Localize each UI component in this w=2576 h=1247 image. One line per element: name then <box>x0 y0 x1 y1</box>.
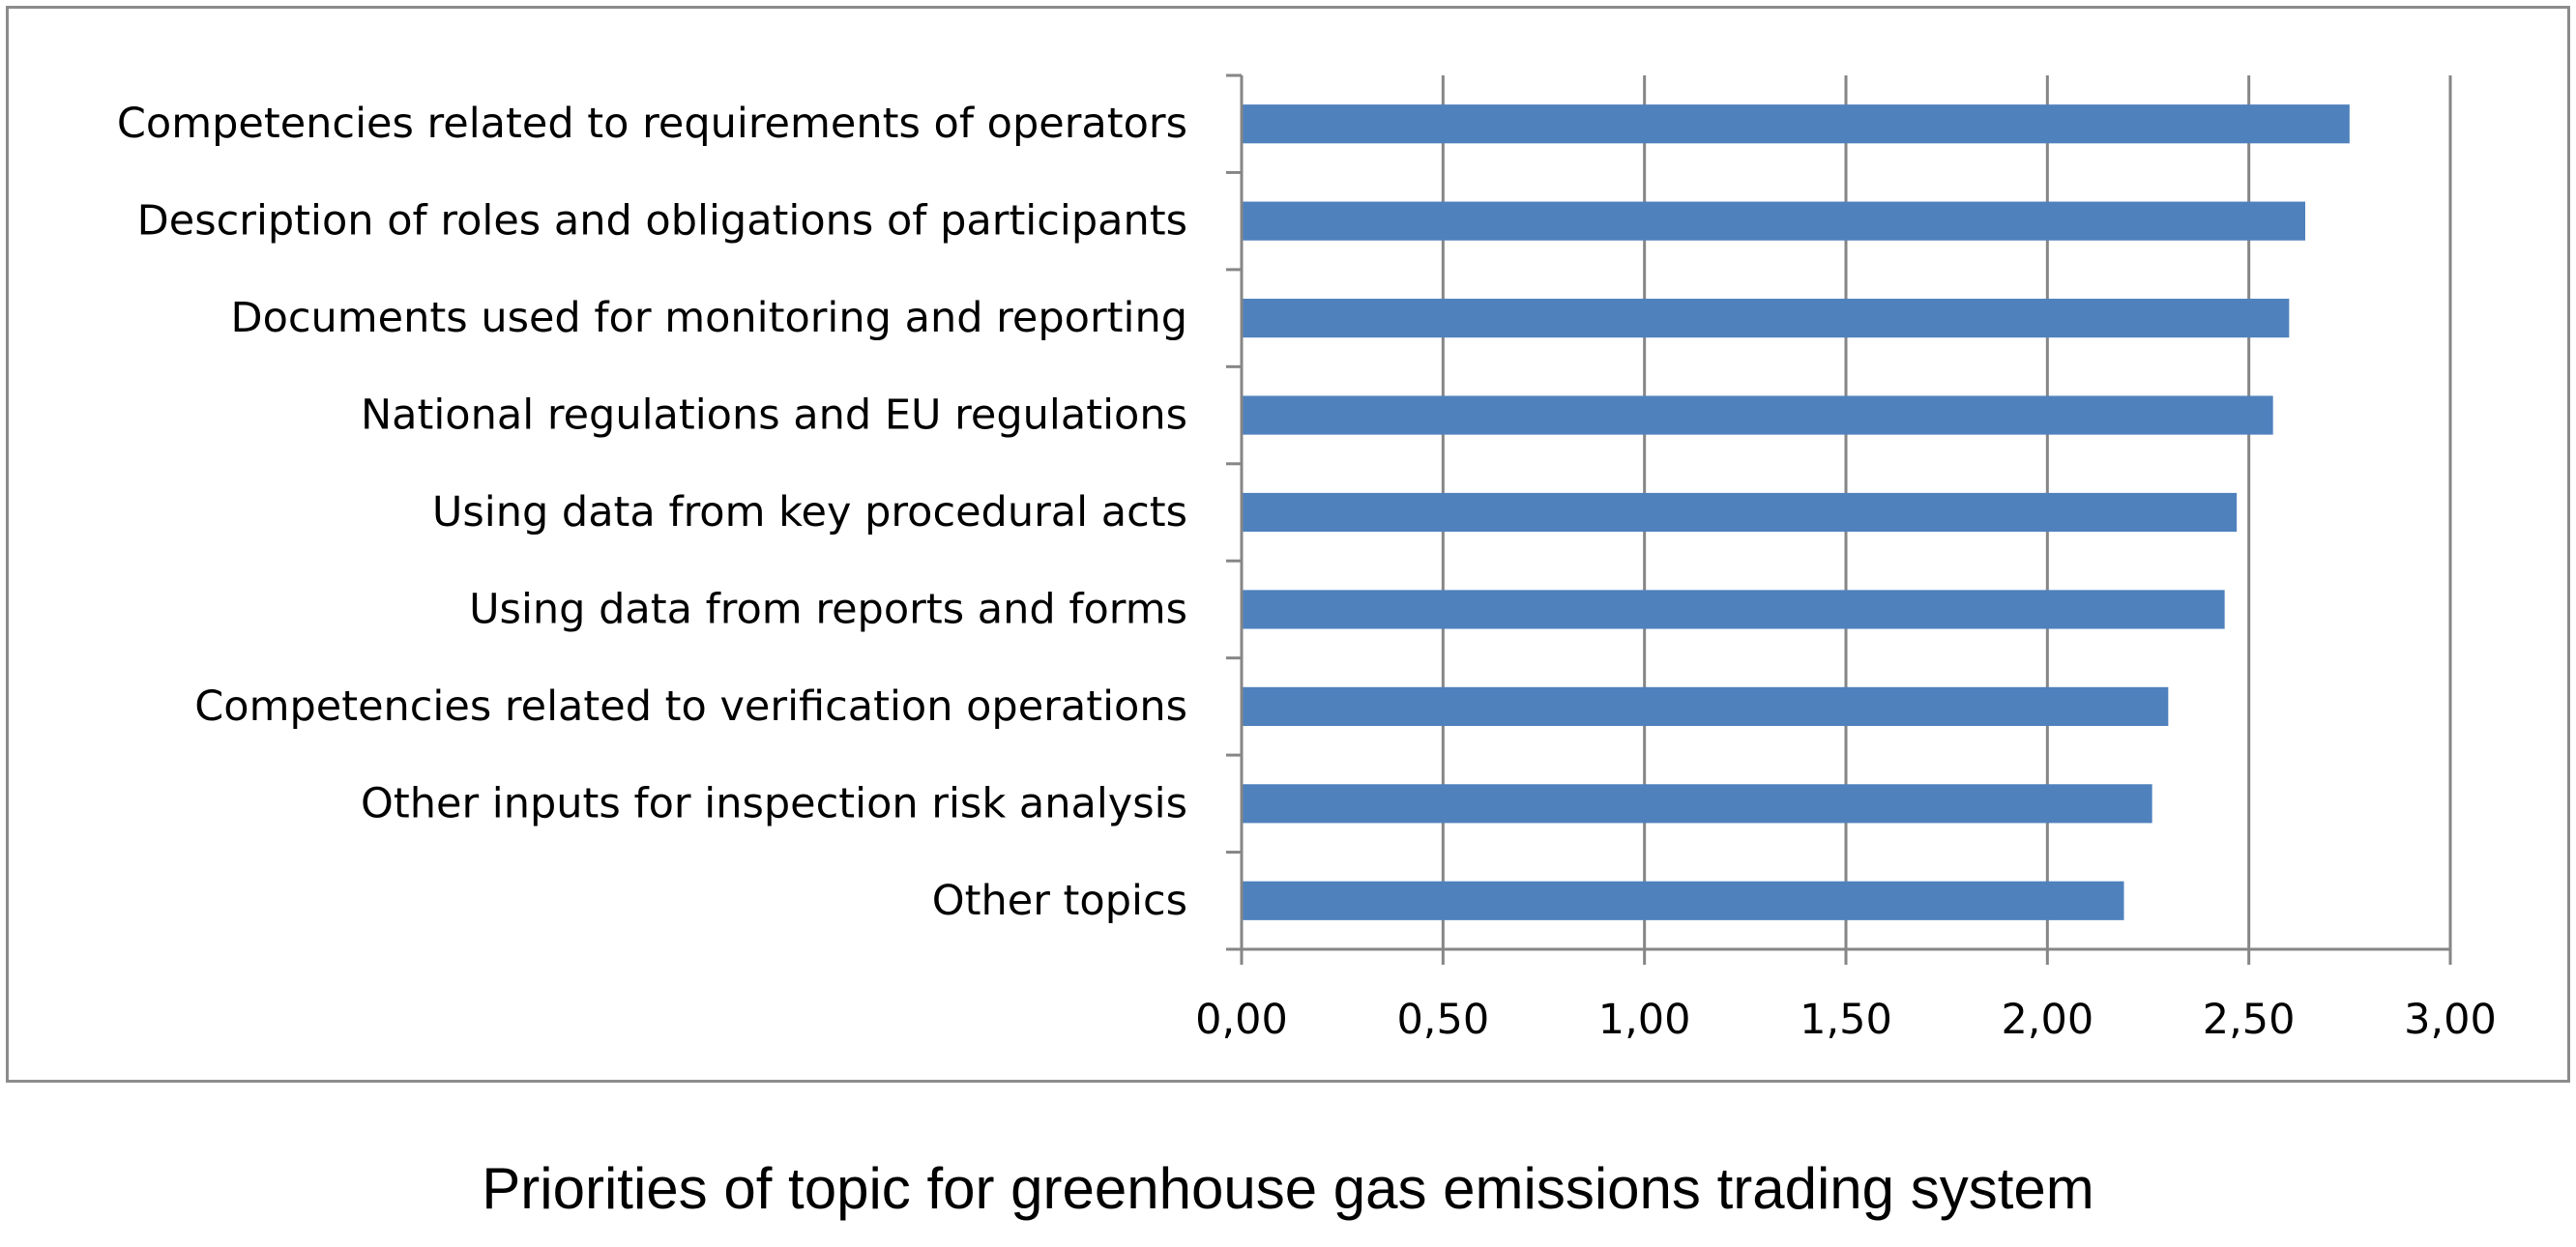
bar <box>1243 395 2273 435</box>
bar <box>1243 686 2169 726</box>
category-label: Other inputs for inspection risk analysi… <box>361 779 1187 827</box>
axes <box>1226 73 2452 965</box>
bar <box>1243 492 2238 533</box>
category-label: Competencies related to verification ope… <box>194 682 1187 731</box>
x-tick-label: 3,00 <box>2404 996 2497 1044</box>
category-label: Description of roles and obligations of … <box>137 197 1187 246</box>
x-tick-label: 2,00 <box>2001 996 2093 1044</box>
category-label: Using data from key procedural acts <box>432 488 1187 536</box>
category-labels: Competencies related to requirements of … <box>117 100 1187 925</box>
category-label: Using data from reports and forms <box>469 585 1187 633</box>
category-label: Competencies related to requirements of … <box>117 100 1187 148</box>
x-tick-label: 0,50 <box>1396 996 1489 1044</box>
category-label: Other topics <box>932 877 1187 925</box>
x-tick-labels: 0,00 0,50 1,00 1,50 2,00 2,50 3,00 <box>1195 996 2497 1044</box>
x-tick-label: 1,50 <box>1800 996 1892 1044</box>
bar <box>1243 299 2290 338</box>
bar <box>1243 881 2124 920</box>
bar <box>1243 590 2225 629</box>
bars <box>1243 104 2350 920</box>
bar <box>1243 104 2350 144</box>
category-label: National regulations and EU regulations <box>361 392 1187 440</box>
bar <box>1243 201 2305 241</box>
chart-caption: Priorities of topic for greenhouse gas e… <box>482 1156 2094 1221</box>
bar <box>1243 784 2152 824</box>
x-tick-label: 0,00 <box>1195 996 1288 1044</box>
x-tick-label: 2,50 <box>2203 996 2296 1044</box>
category-label: Documents used for monitoring and report… <box>230 294 1187 342</box>
x-tick-label: 1,00 <box>1598 996 1691 1044</box>
